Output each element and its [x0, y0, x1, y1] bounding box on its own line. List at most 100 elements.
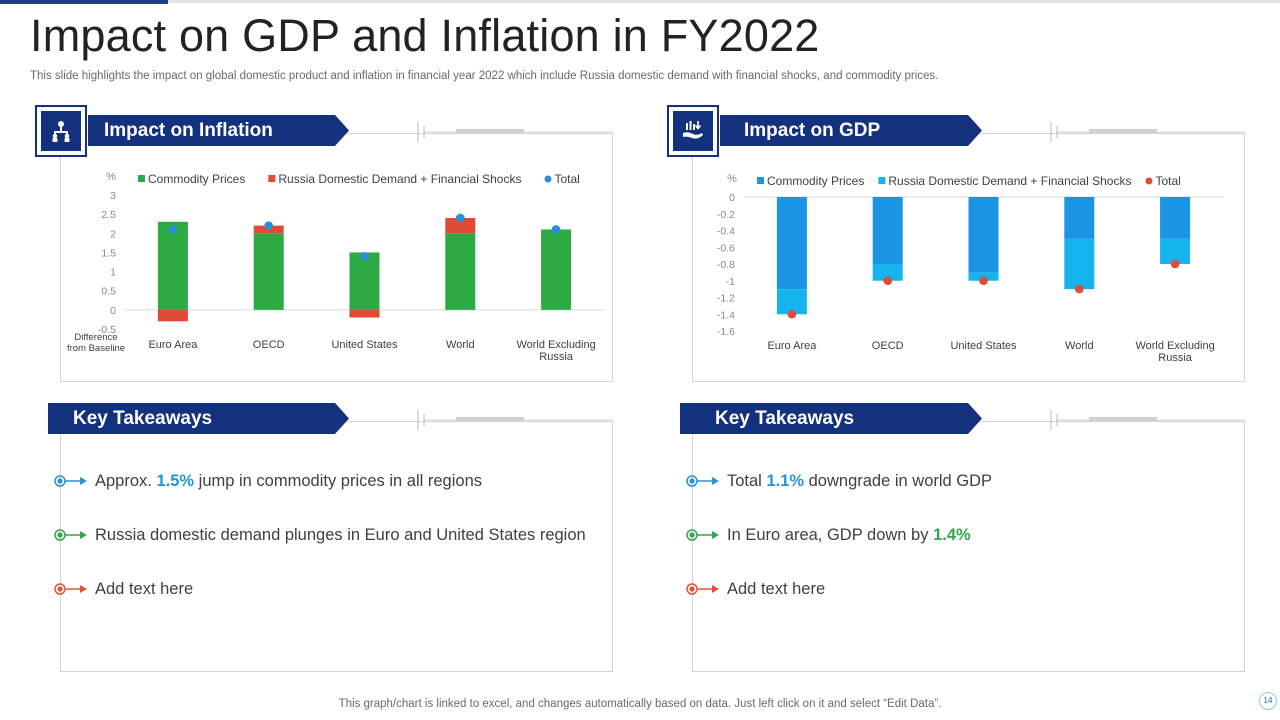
category-label: OECD: [253, 339, 285, 351]
takeaway-text-part: In Euro area, GDP down by: [727, 525, 934, 544]
takeaway-highlight: 1.5%: [156, 471, 195, 490]
y-tick-label: 1.5: [101, 247, 116, 259]
legend-marker-2: [1145, 177, 1153, 185]
y-tick-label: -1.2: [717, 293, 735, 305]
category-label: World Excluding: [1135, 340, 1214, 352]
y-tick-label: 3: [110, 190, 116, 202]
page-number: 14: [1259, 692, 1277, 710]
gdp-heading: Impact on GDP: [744, 120, 881, 141]
arrow-bullet-icon: [686, 583, 719, 595]
y-tick-label: 0: [110, 305, 116, 317]
y-unit-label: %: [106, 171, 116, 183]
arrow-bullet-icon: [54, 529, 87, 541]
inflation-chart[interactable]: Commodity Prices Russia Domestic Demand +…: [61, 134, 612, 381]
inflation-icon-box: [35, 105, 87, 157]
bar-segment: [349, 252, 380, 310]
page-title: Impact on GDP and Inflation in FY2022: [30, 10, 820, 61]
inflation-heading: Impact on Inflation: [104, 120, 273, 141]
takeaway-text: Total 1.1% downgrade in world GDP: [727, 472, 992, 491]
takeaway-text: In Euro area, GDP down by 1.4%: [727, 526, 971, 545]
bar-segment: [1064, 238, 1095, 290]
bar-segment: [1160, 197, 1191, 239]
takeaways-right-heading: Key Takeaways: [715, 408, 855, 429]
legend-label-1: Russia Domestic Demand + Financial Shock…: [278, 172, 521, 186]
legend-label-0: Commodity Prices: [767, 174, 864, 188]
total-point: [264, 221, 273, 230]
category-label: Russia: [539, 351, 574, 363]
bar-segment: [968, 197, 999, 273]
bar-segment: [253, 233, 284, 310]
inflation-heading-ribbon: Impact on Inflation: [88, 115, 349, 146]
takeaway-item: Russia domestic demand plunges in Euro a…: [53, 524, 586, 546]
takeaways-right-panel: [692, 421, 1245, 672]
gdp-heading-ribbon: Impact on GDP: [720, 115, 982, 146]
category-label: United States: [331, 339, 398, 351]
legend-marker-0: [757, 177, 764, 184]
org-chart-icon: [52, 121, 70, 142]
takeaways-left-heading: Key Takeaways: [73, 408, 213, 429]
bar-segment: [1064, 197, 1095, 239]
gdp-chart[interactable]: Commodity Prices Russia Domestic Demand +…: [693, 134, 1244, 381]
total-point: [979, 276, 988, 286]
x-axis-title: from Baseline: [67, 343, 125, 354]
category-label: World: [446, 339, 475, 351]
takeaways-left-panel: [60, 421, 613, 672]
takeaway-item: Add text here: [53, 578, 193, 600]
bar-segment: [349, 309, 380, 318]
inflation-chart-panel: [60, 133, 613, 382]
legend-label-1: Russia Domestic Demand + Financial Shock…: [888, 174, 1131, 188]
takeaway-text: Add text here: [95, 580, 193, 599]
takeaway-text-part: Add text here: [95, 579, 194, 598]
bar-segment: [445, 233, 476, 310]
takeaway-item: Total 1.1% downgrade in world GDP: [685, 470, 992, 492]
category-label: Euro Area: [148, 339, 198, 351]
total-point: [551, 225, 561, 234]
y-tick-label: 2.5: [101, 209, 116, 221]
x-axis-title: Difference: [74, 332, 117, 343]
y-tick-label: 2: [110, 228, 116, 240]
arrow-bullet-icon: [54, 583, 87, 595]
y-tick-label: -0.5: [98, 324, 116, 336]
takeaways-right-decoration: [1050, 410, 1245, 430]
top-rule: [0, 0, 1280, 3]
y-tick-label: 1: [110, 267, 116, 279]
arrow-bullet-icon: [686, 529, 719, 541]
category-label: World: [1065, 340, 1094, 352]
arrow-bullet-icon: [686, 475, 719, 487]
page-subtitle: This slide highlights the impact on glob…: [30, 70, 939, 82]
y-tick-label: -0.8: [717, 259, 735, 271]
takeaway-text-part: Approx.: [95, 471, 157, 490]
takeaway-item: Add text here: [685, 578, 825, 600]
takeaway-text: Approx. 1.5% jump in commodity prices in…: [95, 472, 482, 491]
category-label: Euro Area: [767, 340, 817, 352]
takeaway-text-part: Russia domestic demand plunges in Euro a…: [95, 525, 586, 544]
category-label: OECD: [872, 340, 904, 352]
bar-segment: [445, 217, 476, 234]
y-unit-label: %: [727, 173, 737, 185]
inflation-panel-decoration: [417, 122, 612, 142]
legend-marker-1: [878, 177, 886, 184]
category-label: Russia: [1158, 352, 1193, 364]
takeaway-text: Russia domestic demand plunges in Euro a…: [95, 526, 586, 545]
footer-note: This graph/chart is linked to excel, and…: [338, 698, 942, 710]
y-tick-label: 0.5: [101, 286, 116, 298]
bar-segment: [872, 197, 903, 264]
takeaway-text-part: Add text here: [727, 579, 826, 598]
gdp-icon-box: [667, 105, 719, 157]
y-tick-label: -1: [726, 276, 735, 288]
y-tick-label: -1.6: [717, 326, 735, 338]
y-tick-label: -0.2: [717, 209, 735, 221]
total-point: [456, 213, 465, 223]
category-label: World Excluding: [516, 339, 595, 351]
gdp-panel-decoration: [1050, 122, 1245, 142]
arrow-bullet-icon: [54, 475, 87, 487]
y-tick-label: -0.4: [717, 226, 735, 238]
legend-marker-0: [138, 175, 145, 182]
bar-segment: [776, 197, 807, 290]
bar-segment: [872, 264, 903, 281]
legend-marker-2: [544, 175, 552, 183]
takeaway-item: Approx. 1.5% jump in commodity prices in…: [53, 470, 482, 492]
total-point: [1170, 259, 1180, 269]
legend-label-2: Total: [1155, 174, 1180, 188]
takeaways-right-ribbon: Key Takeaways: [680, 403, 982, 434]
